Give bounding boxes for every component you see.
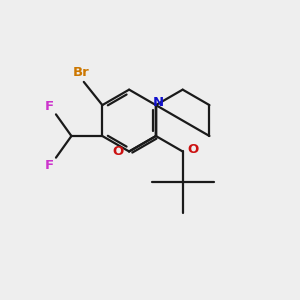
- Text: F: F: [44, 100, 54, 113]
- Text: Br: Br: [73, 66, 89, 79]
- Text: O: O: [187, 143, 198, 157]
- Text: F: F: [44, 159, 54, 172]
- Text: N: N: [153, 96, 164, 109]
- Text: O: O: [112, 145, 124, 158]
